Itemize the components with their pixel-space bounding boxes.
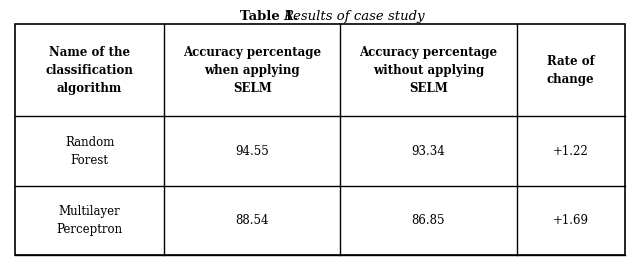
- Text: +1.22: +1.22: [553, 145, 589, 158]
- Bar: [15, 24, 625, 255]
- Text: Multilayer
Perceptron: Multilayer Perceptron: [56, 205, 123, 236]
- Text: Table 1.: Table 1.: [240, 10, 303, 23]
- Text: 93.34: 93.34: [412, 145, 445, 158]
- Text: Accuracy percentage
without applying
SELM: Accuracy percentage without applying SEL…: [360, 46, 497, 95]
- Text: 86.85: 86.85: [412, 214, 445, 227]
- Text: Results of case study: Results of case study: [283, 10, 424, 23]
- Text: Random
Forest: Random Forest: [65, 135, 115, 167]
- Text: Accuracy percentage
when applying
SELM: Accuracy percentage when applying SELM: [183, 46, 321, 95]
- Text: +1.69: +1.69: [553, 214, 589, 227]
- Text: 94.55: 94.55: [236, 145, 269, 158]
- Text: Name of the
classification
algorithm: Name of the classification algorithm: [45, 46, 134, 95]
- Text: Rate of
change: Rate of change: [547, 55, 595, 86]
- Text: 88.54: 88.54: [236, 214, 269, 227]
